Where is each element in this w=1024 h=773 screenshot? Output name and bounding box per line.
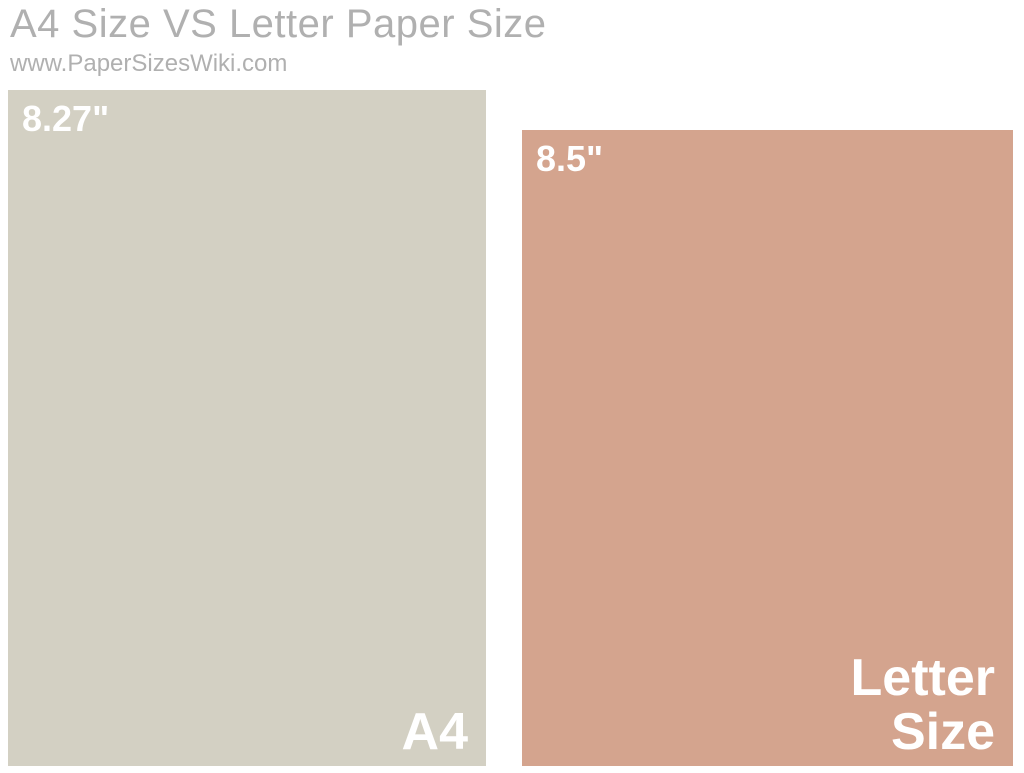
a4-name-label: A4	[402, 705, 468, 760]
paper-letter: 8.5" 11" Letter Size	[522, 130, 1013, 766]
a4-width-label: 8.27"	[22, 98, 109, 140]
page-title: A4 Size VS Letter Paper Size	[10, 2, 547, 47]
a4-height-label: 11.69"	[0, 609, 6, 714]
paper-a4: 8.27" 11.69" A4	[8, 90, 486, 766]
letter-name-label: Letter Size	[851, 651, 995, 760]
letter-width-label: 8.5"	[536, 138, 603, 180]
letter-height-label: 11"	[478, 659, 520, 714]
page-subtitle: www.PaperSizesWiki.com	[10, 50, 287, 78]
